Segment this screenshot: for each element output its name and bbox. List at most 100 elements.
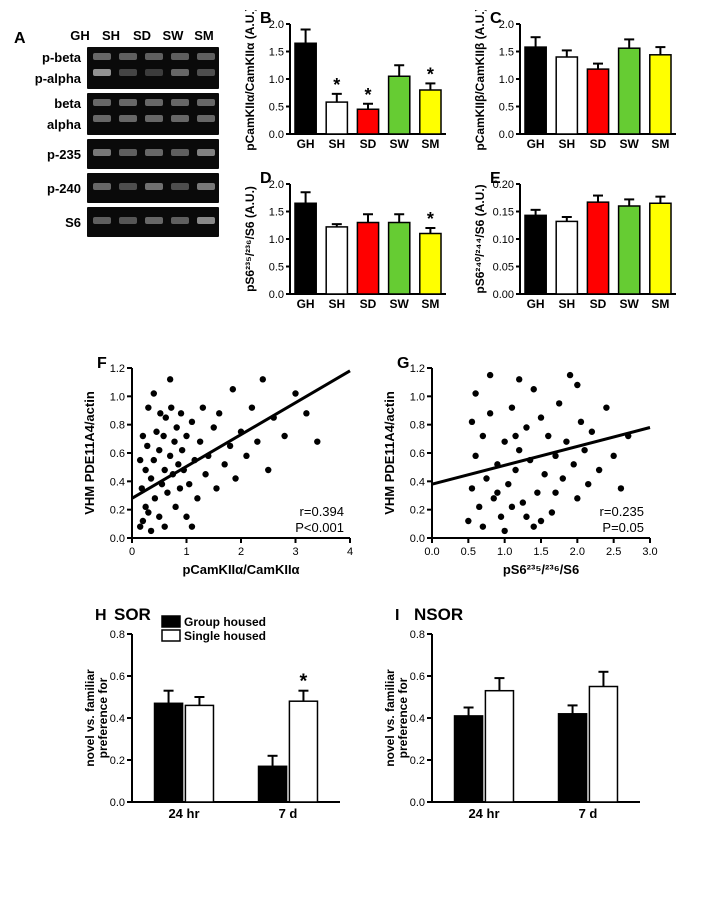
svg-text:SD: SD	[360, 137, 377, 151]
svg-text:pS6²³⁵/²³⁶/S6: pS6²³⁵/²³⁶/S6	[503, 562, 579, 577]
svg-text:pS6²³⁵/²³⁶/S6 (A.U.): pS6²³⁵/²³⁶/S6 (A.U.)	[243, 186, 257, 292]
blot-band	[93, 99, 111, 106]
svg-text:preference for: preference for	[96, 677, 110, 758]
svg-text:1.0: 1.0	[269, 74, 284, 86]
svg-text:pCamKIIβ/CamKIIβ (A.U.): pCamKIIβ/CamKIIβ (A.U.)	[473, 10, 487, 151]
svg-text:Group housed: Group housed	[184, 615, 266, 629]
svg-text:*: *	[333, 75, 340, 95]
blot-col-SD: SD	[130, 28, 154, 43]
svg-text:*: *	[427, 209, 434, 229]
svg-text:Single housed: Single housed	[184, 629, 266, 643]
blot-column-header: GHSHSDSWSM	[25, 28, 220, 43]
svg-text:SD: SD	[590, 137, 607, 151]
panel-A-label: A	[14, 30, 26, 48]
blot-row-label-1: betaalpha	[25, 93, 87, 135]
svg-text:novel vs. familiar: novel vs. familiar	[383, 669, 397, 767]
svg-text:0.2: 0.2	[410, 505, 425, 517]
svg-text:3: 3	[292, 546, 298, 558]
svg-text:2.0: 2.0	[499, 19, 514, 31]
svg-text:0.6: 0.6	[110, 448, 125, 460]
chart-E: E0.000.050.100.150.20pS6²⁴⁰/²⁴⁴/S6 (A.U.…	[472, 170, 682, 325]
svg-text:GH: GH	[297, 137, 315, 151]
blot-row-2: p-235	[25, 139, 220, 169]
blot-row-3: p-240	[25, 173, 220, 203]
svg-text:SH: SH	[558, 137, 575, 151]
blot-band	[171, 115, 189, 122]
svg-text:0.8: 0.8	[110, 629, 125, 641]
svg-text:SH: SH	[558, 297, 575, 311]
svg-text:SM: SM	[651, 297, 669, 311]
svg-text:1.5: 1.5	[533, 546, 548, 558]
blot-band	[171, 183, 189, 190]
blot-gel-3	[87, 173, 219, 203]
svg-text:0.0: 0.0	[410, 797, 425, 809]
svg-text:0.5: 0.5	[269, 262, 284, 274]
blot-row-0: p-betap-alpha	[25, 47, 220, 89]
chart-G: G0.00.20.40.60.81.01.20.00.51.01.52.02.5…	[380, 350, 660, 585]
svg-text:*: *	[300, 671, 308, 693]
svg-text:0.0: 0.0	[499, 129, 514, 141]
svg-text:1.2: 1.2	[110, 363, 125, 375]
figure-root: A GH SH SD SW SM p-betap-alphabetaalpha p-235…	[10, 10, 698, 902]
blot-band	[171, 149, 189, 156]
svg-text:SD: SD	[590, 297, 607, 311]
svg-text:0.4: 0.4	[410, 476, 425, 488]
svg-text:0: 0	[129, 546, 135, 558]
blot-band	[145, 217, 163, 224]
svg-text:1.5: 1.5	[269, 47, 284, 59]
blot-band	[93, 115, 111, 122]
svg-text:0.0: 0.0	[410, 533, 425, 545]
svg-text:GH: GH	[527, 137, 545, 151]
svg-text:0.8: 0.8	[110, 420, 125, 432]
blot-col-SH: SH	[99, 28, 123, 43]
svg-text:24 hr: 24 hr	[468, 806, 499, 821]
svg-text:VHM PDE11A4/actin: VHM PDE11A4/actin	[382, 391, 397, 515]
svg-text:NSOR: NSOR	[414, 605, 463, 624]
blot-band	[197, 183, 215, 190]
svg-text:G: G	[397, 355, 409, 372]
blot-band	[119, 69, 137, 76]
svg-text:P<0.001: P<0.001	[295, 520, 344, 535]
svg-text:0.6: 0.6	[410, 671, 425, 683]
svg-text:pS6²⁴⁰/²⁴⁴/S6 (A.U.): pS6²⁴⁰/²⁴⁴/S6 (A.U.)	[473, 184, 487, 293]
svg-text:GH: GH	[527, 297, 545, 311]
blot-band	[145, 69, 163, 76]
svg-text:1.5: 1.5	[269, 207, 284, 219]
svg-text:7 d: 7 d	[579, 806, 598, 821]
chart-F: F0.00.20.40.60.81.01.201234VHM PDE11A4/a…	[80, 350, 360, 585]
svg-text:0.05: 0.05	[493, 262, 514, 274]
svg-text:novel vs. familiar: novel vs. familiar	[83, 669, 97, 767]
svg-text:F: F	[97, 355, 107, 372]
svg-text:0.4: 0.4	[110, 713, 125, 725]
blot-band	[197, 115, 215, 122]
chart-D: D0.00.51.01.52.0pS6²³⁵/²³⁶/S6 (A.U.)GHSH…	[242, 170, 452, 325]
svg-text:SW: SW	[620, 297, 640, 311]
blot-band	[197, 217, 215, 224]
chart-I: INSOR0.00.20.40.60.8preference fornovel …	[380, 600, 650, 835]
svg-text:0.10: 0.10	[493, 234, 514, 246]
svg-text:0.0: 0.0	[424, 546, 439, 558]
svg-text:0.15: 0.15	[493, 207, 514, 219]
svg-text:SH: SH	[328, 297, 345, 311]
svg-text:0.2: 0.2	[110, 755, 125, 767]
svg-text:2.0: 2.0	[269, 19, 284, 31]
blot-band	[119, 183, 137, 190]
svg-text:r=0.394: r=0.394	[300, 504, 344, 519]
svg-text:SM: SM	[421, 137, 439, 151]
svg-text:0.4: 0.4	[410, 713, 425, 725]
blot-band	[93, 53, 111, 60]
blot-band	[145, 53, 163, 60]
svg-text:0.8: 0.8	[410, 420, 425, 432]
svg-text:1.2: 1.2	[410, 363, 425, 375]
svg-text:SD: SD	[360, 297, 377, 311]
svg-text:*: *	[427, 64, 434, 84]
blot-band	[119, 217, 137, 224]
svg-text:I: I	[395, 607, 399, 624]
svg-text:SW: SW	[390, 297, 410, 311]
blot-gel-2	[87, 139, 219, 169]
svg-text:SOR: SOR	[114, 605, 151, 624]
blot-col-SW: SW	[161, 28, 185, 43]
svg-text:r=0.235: r=0.235	[600, 504, 644, 519]
blot-band	[119, 53, 137, 60]
svg-text:1.0: 1.0	[269, 234, 284, 246]
